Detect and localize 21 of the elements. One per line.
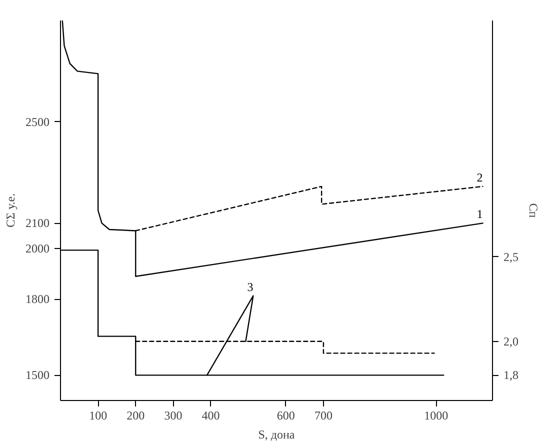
y-tick-label: 1500 (26, 368, 50, 382)
x-tick-label: 700 (314, 408, 332, 422)
x-tick-label: 300 (164, 408, 182, 422)
x-tick-label: 600 (276, 408, 295, 422)
y-tick-label: 2100 (26, 216, 50, 230)
y2-tick-label: 2,5 (504, 250, 518, 264)
series-label: 1 (476, 207, 483, 222)
y-tick-label: 2000 (26, 242, 50, 256)
y2-axis-title: Cп (526, 203, 540, 218)
x-tick-label: 200 (126, 408, 145, 422)
y2-tick-label: 1,8 (504, 368, 518, 382)
x-axis-title: S, дона (258, 428, 296, 442)
x-tick-label: 100 (89, 408, 108, 422)
series-label: 3 (247, 280, 254, 294)
series-label: 2 (476, 170, 483, 184)
y-tick-label: 2500 (26, 114, 50, 129)
x-tick-label: 1000 (424, 408, 448, 422)
y-axis-title: CΣ у.е. (4, 193, 18, 228)
x-tick-label: 400 (202, 408, 220, 422)
y2-tick-label: 2,0 (504, 334, 518, 348)
y-tick-label: 1800 (26, 292, 50, 306)
